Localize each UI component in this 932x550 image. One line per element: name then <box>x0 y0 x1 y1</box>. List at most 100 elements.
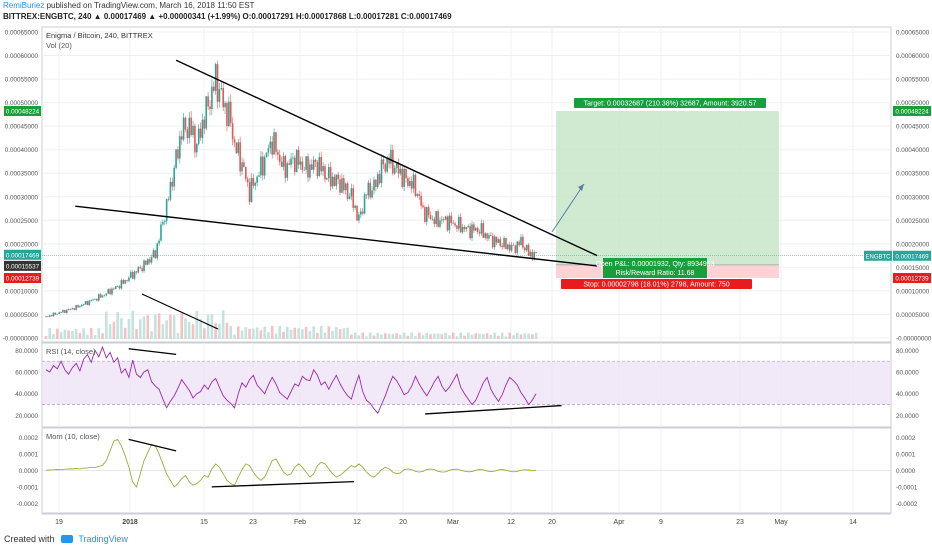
candle-body <box>358 214 360 221</box>
candle-body <box>294 157 296 173</box>
price-tick-left: -0.00000000 <box>3 336 39 343</box>
price-tick-right: 0.00020000 <box>896 241 930 248</box>
time-tick: 12 <box>353 519 361 526</box>
price-tick-left: 0.00065000 <box>5 30 39 37</box>
candle-body <box>114 286 117 289</box>
candle-body <box>527 244 530 256</box>
price-tag-target-bg <box>893 105 931 116</box>
pnl-label: Open P&L: 0.00001932, Qty: 8934953 <box>595 261 714 268</box>
footer-brand[interactable]: TradingView <box>78 534 128 544</box>
candle-body <box>520 236 522 246</box>
price-tick-right: 0.00025000 <box>896 218 930 225</box>
candle-body <box>165 199 168 222</box>
candle-body <box>414 174 417 196</box>
volume-bar <box>523 333 527 339</box>
target-label-bg <box>574 98 766 108</box>
candle-body <box>69 309 72 310</box>
candle-body <box>113 288 115 290</box>
volume-bar <box>233 334 236 339</box>
candle-body <box>444 216 447 220</box>
volume-bar <box>334 327 338 339</box>
candle-body <box>505 238 507 250</box>
candle-body <box>437 211 439 227</box>
candle-body <box>422 205 424 208</box>
candle-body <box>73 308 76 310</box>
candle-body <box>514 245 517 253</box>
volume-bar <box>146 315 150 339</box>
volume-bar <box>48 328 52 339</box>
candle-body <box>62 310 64 313</box>
rsi-tick-left: 80.0000 <box>15 348 38 355</box>
candle-body <box>250 177 253 203</box>
candle-body <box>490 235 492 236</box>
target-label: Target: 0.00032687 (210.38%) 32687, Amou… <box>584 101 757 108</box>
candle-body <box>64 310 66 313</box>
candle-body <box>65 309 68 313</box>
volume-bar <box>248 328 251 339</box>
candle-body <box>267 148 270 153</box>
candle-body <box>194 125 196 153</box>
price-tick-left: 0.00040000 <box>5 147 39 154</box>
volume-bar <box>203 328 206 339</box>
candle-body <box>299 161 302 165</box>
price-tick-left: 0.00025000 <box>5 218 39 225</box>
candle-body <box>218 89 221 102</box>
time-tick: 9 <box>659 519 663 526</box>
volume-bar <box>187 321 191 339</box>
volume-bar <box>169 314 172 339</box>
candle-body <box>248 182 251 203</box>
volume-bar <box>459 332 462 339</box>
mom-tick-right: 0.0000 <box>896 468 916 475</box>
candle-body <box>429 215 432 220</box>
volume-bar <box>176 332 180 339</box>
price-tick-right: 0.00050000 <box>896 100 930 107</box>
author-link[interactable]: RemiBuriez <box>3 1 45 10</box>
candle-body <box>363 194 366 214</box>
time-tick: 23 <box>736 519 744 526</box>
rsi-line <box>45 345 537 415</box>
volume-bar <box>399 334 402 339</box>
mom-tick-right: 0.0001 <box>896 452 916 459</box>
volume-bar <box>225 322 229 339</box>
candle-body <box>88 300 91 306</box>
candle-body <box>254 182 257 186</box>
candle-body <box>228 101 230 127</box>
candle-body <box>67 309 70 310</box>
price-tag-left-last: 0.00017469 <box>6 252 40 259</box>
volume-bar <box>451 332 455 339</box>
candle-body <box>263 157 266 176</box>
candle-body <box>493 236 496 248</box>
volume-bar <box>71 331 74 339</box>
candle-body <box>284 156 287 178</box>
volume-bar <box>489 334 493 339</box>
price-tick-right: 0.00005000 <box>896 312 930 319</box>
volume-bar <box>365 336 368 339</box>
price-tick-left: 0.00060000 <box>5 53 39 60</box>
volume-bar <box>504 336 508 339</box>
candle-body <box>326 178 328 180</box>
publish-line: RemiBuriez published on TradingView.com,… <box>3 1 254 10</box>
candle-body <box>386 157 388 172</box>
candle-body <box>486 233 488 239</box>
rsi-tick-left: 60.0000 <box>15 370 38 377</box>
volume-bar <box>112 321 116 339</box>
candle-body <box>393 167 396 174</box>
rsi-tick-right: 40.0000 <box>896 391 919 398</box>
candle-body <box>522 236 524 248</box>
candle-body <box>79 306 81 308</box>
candle-body <box>346 183 349 199</box>
candle-body <box>341 178 343 193</box>
candle-body <box>190 117 192 135</box>
volume-bar <box>353 332 357 339</box>
candle-body <box>243 162 245 167</box>
volume-bar <box>402 332 406 339</box>
time-tick: 14 <box>849 519 857 526</box>
candle-body <box>58 312 60 314</box>
candle-body <box>271 141 273 155</box>
candle-body <box>282 156 285 167</box>
volume-bar <box>259 330 263 339</box>
candle-body <box>94 298 96 300</box>
candle-body <box>535 251 537 254</box>
candle-body <box>48 315 51 317</box>
